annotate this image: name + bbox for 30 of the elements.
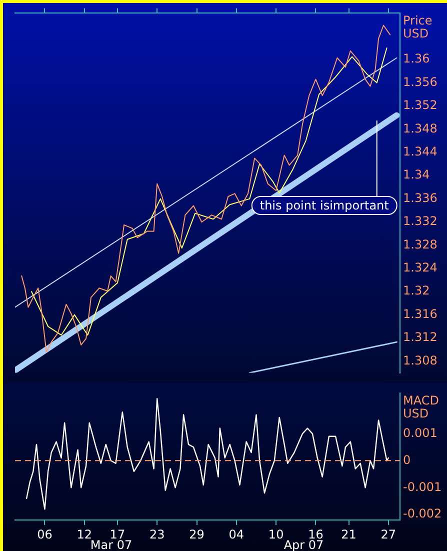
y-tick-label: 1.32 [403,284,430,298]
y-tick-label: 0.001 [403,426,438,440]
y-axis-title: MACD USD [403,393,439,420]
y-tick-label: 1.348 [403,121,438,136]
y-tick-label: 1.312 [403,330,438,344]
y-tick-label: 1.308 [403,353,438,368]
y-axis-title: Price USD [403,13,432,40]
x-tick-label: 29 [189,527,204,542]
x-tick-label: 23 [149,527,165,542]
y-tick-label: 1.34 [403,168,430,182]
x-tick-label: 21 [341,527,356,542]
y-tick-label: 1.356 [403,74,438,89]
y-tick-label: -0.001 [403,480,442,494]
y-tick-label: 1.352 [403,98,438,112]
x-tick-label: 06 [37,527,52,542]
y-tick-label: 1.336 [403,190,438,205]
y-tick-label: 1.324 [403,260,438,275]
y-tick-label: 1.332 [403,214,438,228]
y-tick-label: 1.328 [403,237,438,252]
y-tick-label: 0 [403,452,411,467]
y-tick-label: 1.344 [403,144,438,159]
x-tick-label: 04 [228,527,244,542]
x-tick-label: 27 [380,527,396,542]
annotation: this point isimportant [260,198,390,213]
y-tick-label: -0.002 [403,506,442,521]
x-tick-label: 10 [268,527,284,542]
y-tick-label: 1.316 [403,306,438,321]
y-tick-label: 1.36 [403,52,430,66]
x-tick-label: 12 [76,527,92,542]
x-tick-label: 16 [308,527,324,542]
